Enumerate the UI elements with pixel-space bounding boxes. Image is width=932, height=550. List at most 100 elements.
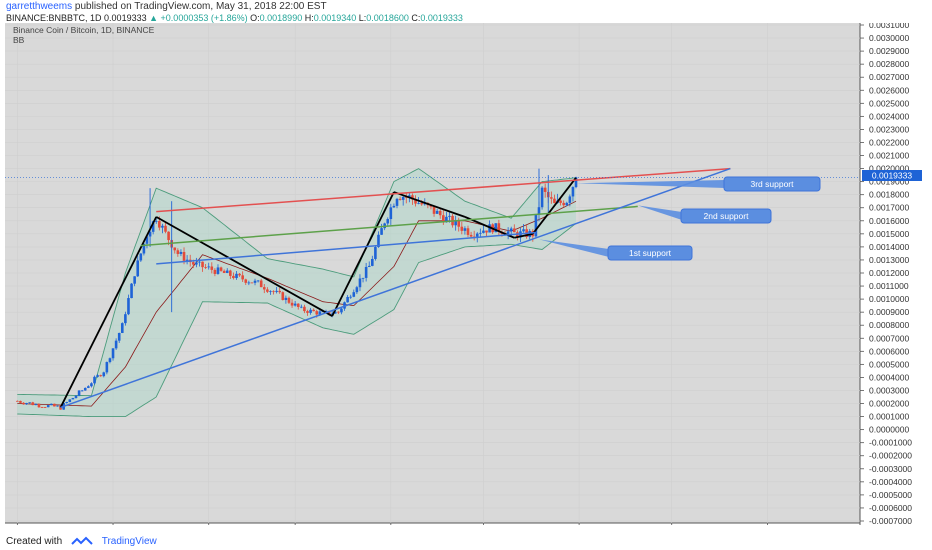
candle-body (553, 198, 556, 204)
publish-info: garretthweems published on TradingView.c… (6, 1, 327, 12)
candle-body (333, 311, 337, 314)
candle-body (136, 260, 140, 277)
y-tick-label: 0.0013000 (869, 255, 909, 265)
y-tick-label: 0.0017000 (869, 203, 909, 213)
high-label: H: (304, 13, 314, 23)
candle-body (488, 224, 491, 233)
candle-body (371, 258, 374, 266)
candle-body (93, 376, 96, 384)
candle-body (158, 221, 161, 228)
annotation-2nd-support[interactable]: 2nd support (680, 208, 772, 224)
y-tick-label: 0.0021000 (869, 151, 909, 161)
y-tick-label: 0.0008000 (869, 320, 909, 330)
candle-body (210, 266, 214, 270)
candle-body (46, 405, 50, 408)
candle-body (445, 216, 448, 223)
candle-body (408, 195, 411, 198)
candle-body (77, 390, 81, 396)
annotation-2nd-support-box (680, 208, 772, 224)
support-line (156, 231, 536, 265)
candle-body (485, 230, 488, 233)
y-tick-label: -0.0006000 (869, 503, 912, 513)
candle-body (266, 289, 269, 292)
author-link[interactable]: garretthweems (6, 1, 73, 12)
y-tick-label: 0.0014000 (869, 242, 909, 252)
last-price: 0.0019333 (104, 13, 147, 23)
candle-body (315, 311, 319, 315)
candle-body (201, 261, 204, 268)
candle-body (34, 403, 38, 406)
y-tick-label: 0.0026000 (869, 85, 909, 95)
published-text: published on TradingView.com, May 31, 20… (74, 1, 327, 12)
candle-body (460, 226, 464, 231)
candle-body (127, 298, 130, 315)
candle-body (287, 297, 291, 303)
candle-body (290, 302, 294, 306)
candle-body (361, 277, 365, 279)
y-tick-label: -0.0001000 (869, 438, 912, 448)
candle-body (574, 177, 578, 188)
candle-body (56, 405, 59, 407)
y-tick-label: 0.0007000 (869, 333, 909, 343)
candle-body (130, 283, 133, 299)
candle-body (550, 197, 553, 199)
price-chart[interactable]: 0.0031000 0.0030000 0.0029000 0.0028000 0.00… (5, 20, 929, 536)
candle-body (352, 292, 356, 297)
y-tick-label: 0.0025000 (869, 98, 909, 108)
y-tick-label: 0.0016000 (869, 216, 909, 226)
annotation-pointer (576, 180, 725, 188)
candle-body (244, 279, 248, 283)
y-tick-label: 0.0000000 (869, 425, 909, 435)
annotation-3rd-support[interactable]: 3rd support (723, 176, 821, 192)
candle-body (463, 228, 467, 231)
chart-area[interactable]: 0.0031000 0.0030000 0.0029000 0.0028000 0.00… (5, 20, 929, 536)
y-tick-label: -0.0003000 (869, 464, 912, 474)
y-tick-label: 0.0009000 (869, 307, 909, 317)
candle-body (225, 270, 229, 273)
open-label: O: (250, 13, 260, 23)
annotation-1st-support-box (607, 245, 693, 261)
candle-body (516, 232, 519, 238)
candle-body (16, 400, 19, 402)
candle-body (312, 309, 315, 312)
y-tick-label: 0.0010000 (869, 294, 909, 304)
candle-body (395, 198, 399, 206)
candle-body (83, 387, 87, 391)
candle-body (414, 199, 417, 204)
candle-body (534, 214, 538, 237)
indicator-label: BB (13, 35, 25, 45)
candle-body (358, 278, 362, 288)
annotation-1st-support[interactable]: 1st support (607, 245, 693, 261)
close-value: 0.0019333 (420, 13, 463, 23)
candle-body (432, 206, 436, 214)
y-tick-label: 0.0018000 (869, 190, 909, 200)
candle-body (256, 280, 260, 282)
candle-body (262, 287, 266, 290)
y-tick-label: 0.0019000 (869, 177, 909, 187)
candle-body (191, 262, 195, 265)
candle-body (232, 275, 235, 279)
candle-body (68, 399, 72, 403)
candle-body (466, 228, 470, 235)
candle-body (28, 402, 31, 404)
candle-body (562, 202, 565, 206)
resistance-line (156, 167, 731, 213)
y-tick-label: 0.0005000 (869, 359, 909, 369)
candle-body (404, 197, 408, 198)
candle-body (306, 311, 309, 313)
y-tick-label: 0.0015000 (869, 229, 909, 239)
candle-body (176, 250, 180, 254)
candle-body (40, 407, 44, 408)
annotation-pointer (538, 239, 609, 257)
tradingview-brand[interactable]: TradingView (101, 536, 157, 547)
candle-body (420, 202, 423, 205)
candle-body (293, 303, 297, 306)
candle-body (164, 225, 167, 232)
candle-body (512, 228, 516, 233)
candle-body (167, 231, 170, 241)
candle-body (275, 290, 278, 292)
y-tick-label: 0.0002000 (869, 399, 909, 409)
candle-body (247, 282, 251, 284)
candle-body (374, 247, 377, 259)
trendline-line (532, 177, 577, 235)
